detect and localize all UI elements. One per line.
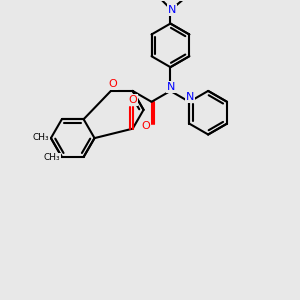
Text: N: N [168,5,177,15]
Text: CH₃: CH₃ [33,133,49,142]
Text: O: O [109,79,117,89]
Text: O: O [128,95,137,105]
Text: CH₃: CH₃ [44,154,60,163]
Text: O: O [141,121,150,130]
Text: N: N [167,82,176,92]
Text: N: N [186,92,194,102]
